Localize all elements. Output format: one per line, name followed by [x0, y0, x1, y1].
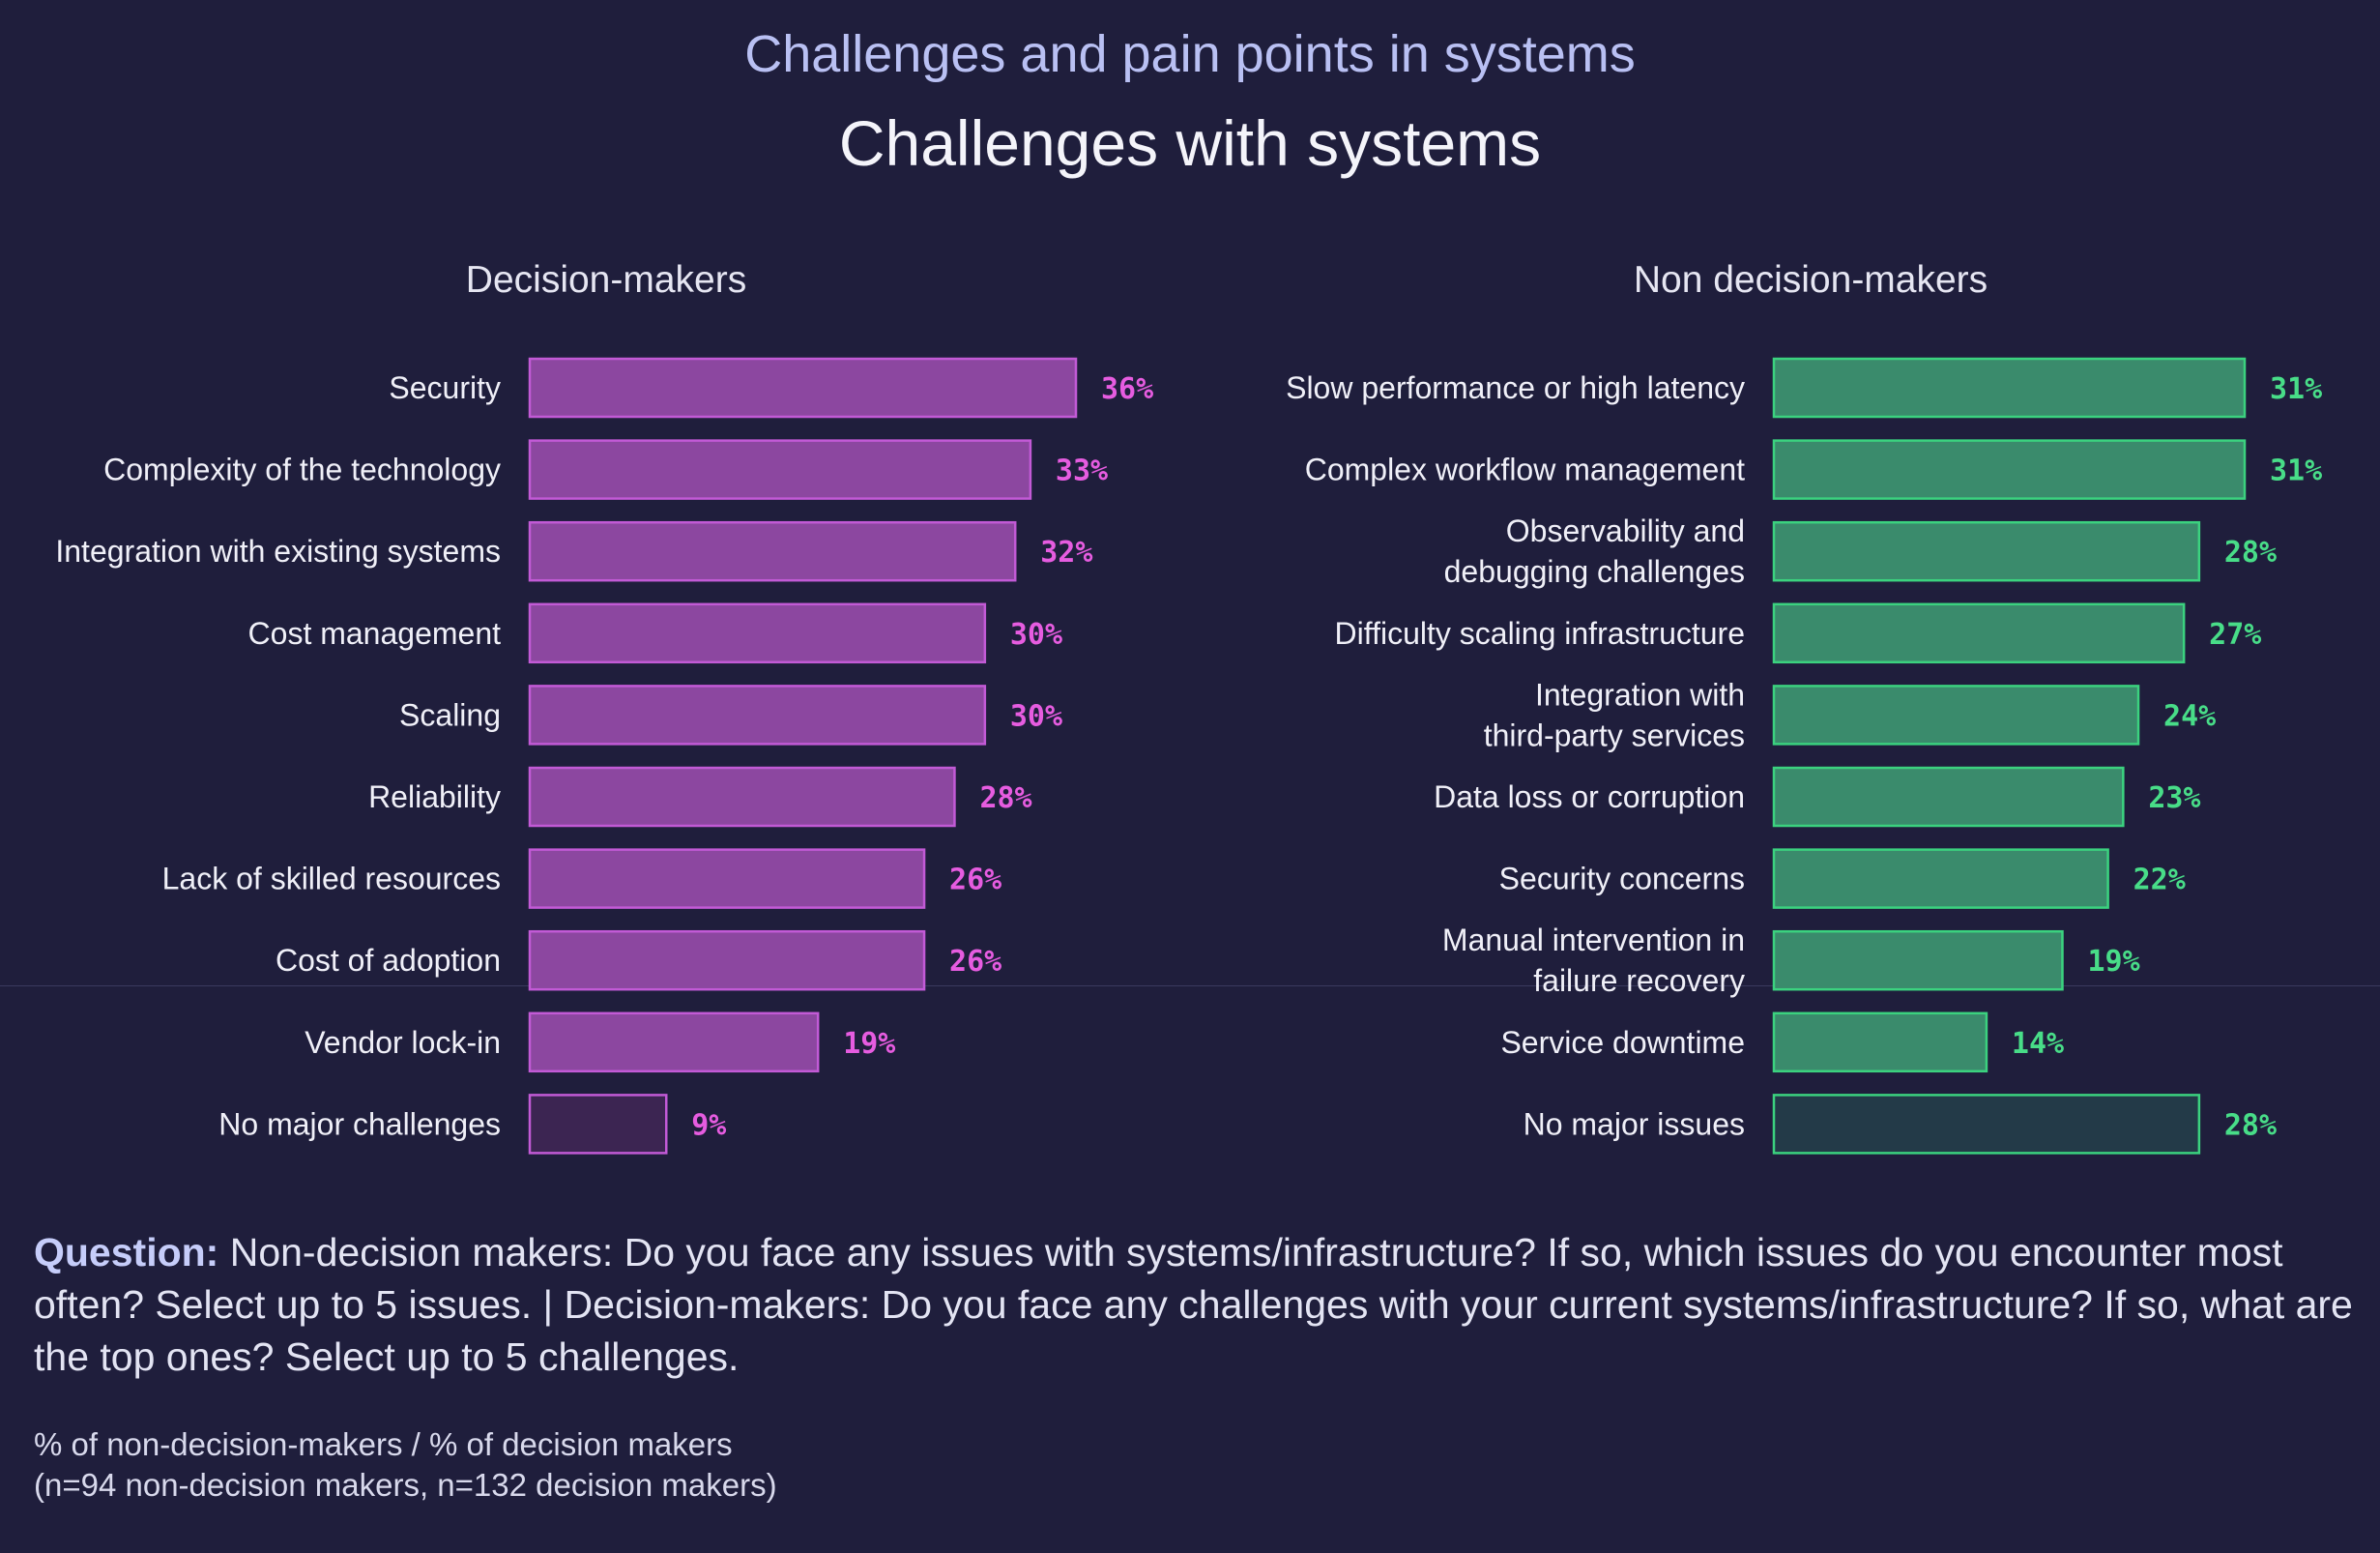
ndm-bar-10 [1772, 1094, 2201, 1155]
dm-value-label-9: 19% [843, 1027, 895, 1061]
ndm-bar-7 [1772, 848, 2109, 909]
ndm-bar-3 [1772, 520, 2201, 582]
ndm-category-label-5-line-1: Integration with [1535, 677, 1745, 712]
ndm-value-label-1: 31% [2270, 372, 2322, 406]
bar-charts: Decision-makers 36% Security 33% Complexity … [55, 259, 2322, 1155]
dm-bar-4 [528, 602, 987, 664]
ndm-category-label-2: Complex workflow management [1305, 453, 1745, 487]
dm-category-label-2: Complexity of the technology [103, 453, 501, 487]
dm-value-label-1: 36% [1101, 372, 1153, 406]
ndm-category-label-3: Observability and debugging challenges [1444, 513, 1745, 589]
dm-category-label-3: Integration with existing systems [55, 534, 501, 569]
dm-category-label-9: Vendor lock-in [305, 1025, 501, 1060]
dm-category-label-1: Security [389, 370, 501, 405]
ndm-category-label-8-line-2: failure recovery [1533, 963, 1745, 998]
dm-bar-6 [528, 766, 956, 828]
dm-value-label-7: 26% [949, 864, 1001, 897]
question-body: Non-decision makers: Do you face any iss… [34, 1230, 2353, 1379]
ndm-value-label-6: 23% [2148, 781, 2200, 815]
question-label: Question: [34, 1230, 219, 1275]
dm-category-label-10: No major challenges [218, 1106, 501, 1141]
dm-value-label-3: 32% [1040, 536, 1092, 570]
ndm-category-label-3-line-2: debugging challenges [1444, 554, 1745, 589]
ndm-value-label-10: 28% [2224, 1108, 2277, 1142]
dm-value-label-2: 33% [1056, 454, 1108, 488]
ndm-category-label-8: Manual intervention in failure recovery [1442, 923, 1745, 998]
ndm-bar-5 [1772, 685, 2140, 746]
dm-bar-2 [528, 439, 1032, 500]
page-title: Challenges with systems [838, 107, 1542, 179]
ndm-value-label-4: 27% [2209, 618, 2261, 652]
dm-value-label-6: 28% [979, 781, 1031, 815]
footnote-line-1: % of non-decision-makers / % of decision… [34, 1426, 733, 1462]
ndm-bar-9 [1772, 1011, 1988, 1073]
ndm-chart-title: Non decision-makers [1634, 259, 1988, 301]
ndm-category-label-10: No major issues [1524, 1106, 1745, 1141]
ndm-bar-4 [1772, 602, 2186, 664]
page-suptitle: Challenges and pain points in systems [744, 25, 1636, 83]
dm-category-label-4: Cost management [248, 616, 502, 651]
ndm-category-label-8-line-1: Manual intervention in [1442, 923, 1745, 957]
dm-bar-8 [528, 929, 926, 991]
dm-bar-7 [528, 848, 926, 909]
dm-category-label-6: Reliability [368, 779, 501, 814]
dm-bar-5 [528, 685, 987, 746]
question-text: Question: Non-decision makers: Do you fa… [34, 1226, 2354, 1383]
dm-bar-1 [528, 357, 1078, 419]
dm-value-label-4: 30% [1010, 618, 1062, 652]
ndm-category-label-4: Difficulty scaling infrastructure [1335, 616, 1745, 651]
ndm-bar-1 [1772, 357, 2247, 419]
dm-value-label-5: 30% [1010, 699, 1062, 733]
ndm-category-label-1: Slow performance or high latency [1286, 370, 1745, 405]
footnote: % of non-decision-makers / % of decision… [34, 1424, 777, 1506]
dm-bar-10 [528, 1094, 668, 1155]
ndm-value-label-8: 19% [2087, 945, 2139, 979]
dm-category-label-8: Cost of adoption [276, 943, 501, 978]
ndm-category-label-6: Data loss or corruption [1434, 779, 1745, 814]
dm-category-label-5: Scaling [399, 697, 501, 732]
dm-category-label-7: Lack of skilled resources [162, 862, 501, 896]
dm-bar-9 [528, 1011, 820, 1073]
ndm-category-label-3-line-1: Observability and [1506, 513, 1745, 548]
ndm-bar-2 [1772, 439, 2247, 500]
ndm-value-label-5: 24% [2163, 699, 2216, 733]
ndm-bar-6 [1772, 766, 2125, 828]
divider-line [0, 985, 2380, 986]
ndm-category-label-5-line-2: third-party services [1484, 718, 1745, 752]
dm-value-label-8: 26% [949, 945, 1001, 979]
ndm-value-label-2: 31% [2270, 454, 2322, 488]
ndm-category-label-5: Integration with third-party services [1484, 677, 1745, 752]
ndm-category-label-9: Service downtime [1500, 1025, 1745, 1060]
ndm-category-label-7: Security concerns [1499, 862, 1745, 896]
dm-chart-title: Decision-makers [466, 259, 746, 301]
dm-value-label-10: 9% [691, 1108, 726, 1142]
ndm-value-label-3: 28% [2224, 536, 2277, 570]
ndm-value-label-9: 14% [2012, 1027, 2064, 1061]
dm-bar-3 [528, 520, 1017, 582]
footnote-line-2: (n=94 non-decision makers, n=132 decisio… [34, 1467, 777, 1503]
ndm-value-label-7: 22% [2133, 864, 2186, 897]
ndm-bar-8 [1772, 929, 2064, 991]
